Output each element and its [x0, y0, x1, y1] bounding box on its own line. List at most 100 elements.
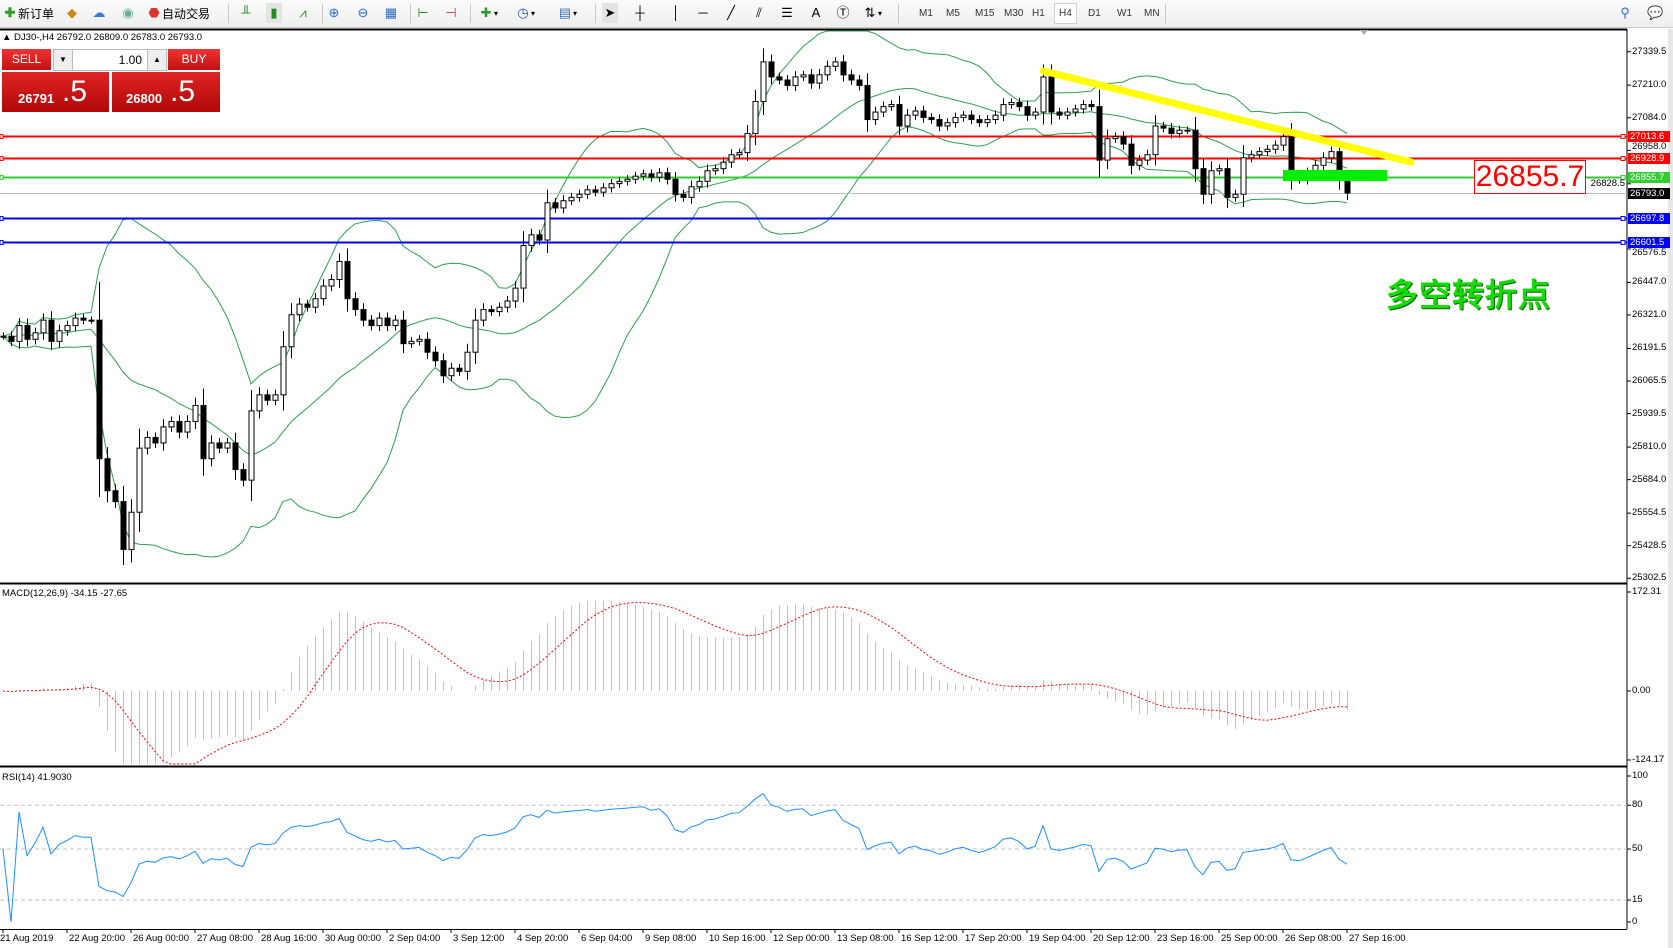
candle-body	[648, 173, 655, 178]
candle	[0, 332, 7, 340]
indicators-button[interactable]: ✚ ▾	[478, 3, 498, 23]
bollinger-middle	[2, 87, 1348, 456]
time-axis-label: 20 Sep 12:00	[1093, 933, 1150, 944]
crosshair-tool[interactable]: ┼	[632, 3, 648, 23]
candle	[408, 337, 415, 348]
macd-label: MACD(12,26,9) -34.15 -27.65	[2, 588, 128, 599]
signal-icon: ◉	[122, 5, 134, 20]
chart-shift-button[interactable]: ⊣	[443, 3, 459, 23]
templates-button[interactable]: ▤ ▾	[557, 3, 577, 23]
signals-button[interactable]: ◉	[120, 3, 136, 23]
timeframe-m5[interactable]: M5	[946, 8, 960, 19]
candle-body	[456, 367, 463, 372]
lot-size-input[interactable]: 1.00	[118, 53, 142, 67]
text-tool[interactable]: A	[808, 3, 824, 23]
candle-body	[1192, 129, 1199, 170]
vertical-line-tool[interactable]: │	[668, 3, 684, 23]
lot-decrease-button[interactable]: ▼	[54, 50, 73, 70]
buy-button[interactable]: BUY	[168, 49, 220, 70]
level-handle-left	[0, 216, 4, 221]
sell-price-button[interactable]: 26791 .5	[2, 72, 109, 112]
candle	[528, 228, 535, 252]
candle	[824, 60, 831, 81]
zoom-out-button[interactable]: ⊖	[355, 3, 371, 23]
candle	[648, 169, 655, 182]
lot-size-stepper[interactable]: ▼ 1.00 ▲	[53, 49, 167, 71]
bollinger-upper	[2, 30, 1348, 385]
label-tool[interactable]: Ⓣ	[835, 3, 851, 23]
dropdown-arrow-icon: ▾	[878, 8, 883, 18]
new-order-button[interactable]: ✚ 新订单	[2, 3, 54, 23]
line-chart-button[interactable]: ⩘	[295, 3, 311, 23]
time-axis-label: 13 Sep 08:00	[837, 933, 894, 944]
candle	[48, 311, 55, 351]
horizontal-line-tool[interactable]: ─	[695, 3, 711, 23]
candle-body	[16, 325, 23, 342]
candle-body	[696, 180, 703, 188]
candle	[160, 419, 167, 451]
candlestick-icon: ▮	[270, 5, 278, 20]
timeframe-h1[interactable]: H1	[1032, 8, 1045, 19]
candle-body	[544, 202, 551, 241]
auto-trading-icon: ⬣	[148, 5, 160, 20]
cursor-tool[interactable]: ➤	[602, 3, 618, 23]
price-annotation-label[interactable]: 26855.7	[1474, 160, 1586, 194]
channel-icon: ⫽	[756, 5, 762, 20]
candle-body	[40, 319, 47, 334]
level-handle-right	[1620, 156, 1626, 161]
arrows-icon: ⇅	[864, 5, 876, 20]
timeframe-m30[interactable]: M30	[1004, 8, 1024, 19]
candle-body	[312, 298, 319, 308]
candle	[1240, 145, 1247, 207]
buy-price-button[interactable]: 26800 .5	[112, 72, 220, 112]
candle	[264, 389, 271, 406]
bar-chart-button[interactable]: ╨	[238, 3, 254, 23]
timeframe-mn[interactable]: MN	[1144, 8, 1160, 19]
toolbar-divider	[410, 4, 411, 23]
candle-body	[232, 442, 239, 471]
auto-trading-button[interactable]: ⬣ 自动交易	[146, 3, 210, 23]
candle	[1160, 121, 1167, 133]
candle-body	[768, 61, 775, 78]
channel-tool[interactable]: ⫽	[751, 3, 767, 23]
zoom-in-button[interactable]: ⊕	[326, 3, 342, 23]
candle-body	[560, 200, 567, 209]
candle-body	[1072, 108, 1079, 113]
time-axis-label: 26 Sep 08:00	[1285, 933, 1342, 944]
sell-button[interactable]: SELL	[2, 49, 51, 70]
candle	[952, 112, 959, 128]
yellow-trendline	[1039, 67, 1415, 166]
timeframe-m1[interactable]: M1	[919, 8, 933, 19]
candle-body	[592, 189, 599, 193]
timeframe-m15[interactable]: M15	[975, 8, 995, 19]
auto-scroll-button[interactable]: ⊢	[415, 3, 431, 23]
pivot-annotation-text[interactable]: 多空转折点	[1386, 276, 1552, 314]
lot-increase-button[interactable]: ▲	[147, 50, 166, 70]
candle	[1216, 164, 1223, 175]
bid-price-fraction: .5	[62, 75, 88, 108]
periods-button[interactable]: ◷ ▾	[515, 3, 535, 23]
fibonacci-tool[interactable]: ☰	[779, 3, 795, 23]
bid-price-main: 26791	[18, 91, 55, 106]
candle-body	[960, 114, 967, 118]
timeframe-d1[interactable]: D1	[1088, 8, 1101, 19]
candle	[376, 312, 383, 332]
arrows-tool[interactable]: ⇅ ▾	[862, 3, 882, 23]
search-button[interactable]: ⚲	[1617, 3, 1633, 23]
candlestick-button[interactable]: ▮	[266, 3, 282, 23]
collapse-triangle-icon[interactable]: ▲	[2, 32, 15, 43]
timeframe-w1[interactable]: W1	[1117, 8, 1132, 19]
tile-windows-button[interactable]: ▦	[383, 3, 399, 23]
candle	[320, 279, 327, 306]
candle-body	[256, 394, 263, 412]
rsi-axis-label: 15	[1632, 894, 1643, 906]
cloud-button[interactable]: ☁	[91, 3, 107, 23]
candle	[360, 303, 367, 327]
timeframe-h4[interactable]: H4	[1054, 3, 1077, 24]
trendline-tool[interactable]: ╱	[723, 3, 739, 23]
chat-button[interactable]: 💬	[1647, 3, 1663, 23]
candle	[1136, 155, 1143, 171]
candle	[192, 397, 199, 430]
history-button[interactable]: ◆	[64, 3, 80, 23]
